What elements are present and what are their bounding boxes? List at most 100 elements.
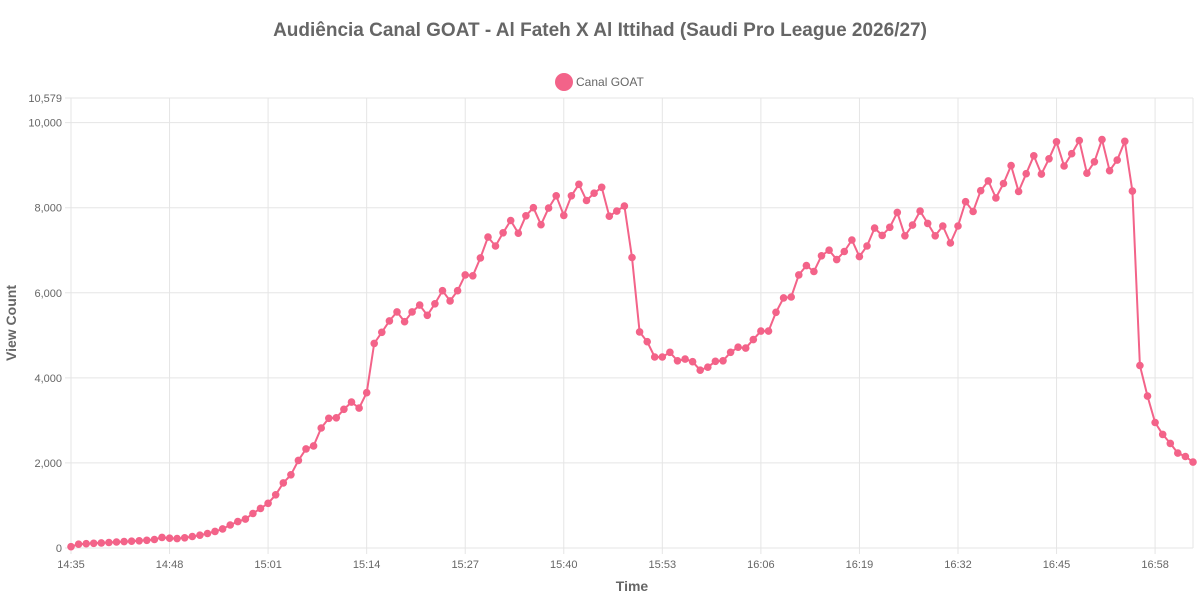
data-point[interactable] bbox=[74, 540, 83, 548]
data-point[interactable] bbox=[1067, 149, 1076, 158]
data-point[interactable] bbox=[696, 366, 704, 375]
data-point[interactable] bbox=[635, 328, 644, 336]
data-point[interactable] bbox=[218, 525, 227, 533]
data-point[interactable] bbox=[688, 357, 697, 366]
data-point[interactable] bbox=[734, 343, 742, 352]
data-point[interactable] bbox=[1136, 361, 1144, 370]
data-point[interactable] bbox=[597, 183, 606, 192]
data-point[interactable] bbox=[741, 344, 750, 352]
data-point[interactable] bbox=[863, 242, 871, 250]
data-point[interactable] bbox=[969, 207, 977, 216]
data-point[interactable] bbox=[1098, 135, 1106, 144]
data-point[interactable] bbox=[370, 339, 379, 348]
data-point[interactable] bbox=[931, 232, 939, 240]
data-point[interactable] bbox=[537, 220, 545, 229]
data-point[interactable] bbox=[946, 239, 955, 247]
data-point[interactable] bbox=[825, 246, 833, 254]
data-point[interactable] bbox=[438, 286, 447, 295]
data-point[interactable] bbox=[992, 194, 1000, 202]
data-point[interactable] bbox=[256, 504, 265, 513]
data-point[interactable] bbox=[1060, 162, 1068, 170]
data-point[interactable] bbox=[241, 515, 250, 523]
data-point[interactable] bbox=[658, 353, 667, 361]
data-point[interactable] bbox=[840, 247, 849, 256]
data-point[interactable] bbox=[271, 491, 280, 499]
data-point[interactable] bbox=[393, 308, 401, 316]
data-point[interactable] bbox=[757, 327, 765, 335]
data-point[interactable] bbox=[499, 229, 507, 237]
data-point[interactable] bbox=[453, 286, 462, 295]
data-point[interactable] bbox=[415, 301, 424, 309]
data-point[interactable] bbox=[923, 219, 932, 228]
data-point[interactable] bbox=[666, 348, 674, 357]
data-point[interactable] bbox=[613, 207, 621, 215]
data-point[interactable] bbox=[234, 517, 242, 526]
data-point[interactable] bbox=[1158, 430, 1167, 439]
data-point[interactable] bbox=[317, 424, 326, 432]
data-point[interactable] bbox=[1151, 418, 1159, 427]
data-point[interactable] bbox=[628, 253, 636, 262]
data-point[interactable] bbox=[529, 203, 538, 212]
data-point[interactable] bbox=[143, 536, 151, 545]
data-point[interactable] bbox=[378, 328, 386, 337]
data-point[interactable] bbox=[491, 242, 500, 250]
data-point[interactable] bbox=[1166, 439, 1175, 448]
data-point[interactable] bbox=[325, 414, 333, 423]
data-point[interactable] bbox=[1105, 166, 1114, 175]
data-point[interactable] bbox=[726, 348, 735, 357]
data-point[interactable] bbox=[560, 211, 568, 220]
data-point[interactable] bbox=[1143, 392, 1152, 400]
data-point[interactable] bbox=[795, 271, 803, 279]
data-point[interactable] bbox=[461, 271, 470, 279]
data-point[interactable] bbox=[999, 179, 1008, 188]
data-point[interactable] bbox=[226, 521, 234, 529]
data-point[interactable] bbox=[400, 317, 409, 326]
data-point[interactable] bbox=[249, 509, 257, 518]
data-point[interactable] bbox=[575, 180, 583, 189]
data-point[interactable] bbox=[704, 363, 712, 372]
data-point[interactable] bbox=[567, 192, 576, 200]
data-point[interactable] bbox=[340, 405, 348, 414]
data-point[interactable] bbox=[984, 177, 993, 185]
data-point[interactable] bbox=[347, 398, 356, 406]
data-point[interactable] bbox=[309, 442, 318, 450]
data-point[interactable] bbox=[203, 529, 212, 538]
data-point[interactable] bbox=[302, 445, 310, 453]
legend[interactable]: Canal GOAT bbox=[555, 73, 644, 91]
data-point[interactable] bbox=[810, 267, 818, 276]
data-point[interactable] bbox=[82, 539, 90, 548]
data-point[interactable] bbox=[385, 317, 394, 325]
data-point[interactable] bbox=[408, 308, 416, 316]
data-point[interactable] bbox=[135, 537, 143, 545]
data-point[interactable] bbox=[105, 538, 113, 547]
data-point[interactable] bbox=[180, 534, 189, 542]
data-point[interactable] bbox=[643, 337, 651, 346]
data-point[interactable] bbox=[1030, 152, 1038, 160]
data-point[interactable] bbox=[469, 272, 477, 280]
data-point[interactable] bbox=[120, 537, 128, 546]
data-point[interactable] bbox=[620, 202, 629, 210]
data-point[interactable] bbox=[1128, 187, 1137, 195]
data-point[interactable] bbox=[749, 335, 758, 344]
data-point[interactable] bbox=[264, 499, 272, 508]
data-point[interactable] bbox=[878, 231, 886, 240]
data-point[interactable] bbox=[855, 252, 864, 261]
data-point[interactable] bbox=[1007, 161, 1015, 170]
data-point[interactable] bbox=[681, 355, 689, 363]
data-point[interactable] bbox=[772, 308, 780, 317]
data-point[interactable] bbox=[355, 404, 363, 412]
data-point[interactable] bbox=[582, 196, 591, 205]
data-point[interactable] bbox=[332, 414, 341, 422]
data-point[interactable] bbox=[522, 212, 530, 220]
data-point[interactable] bbox=[97, 539, 106, 547]
data-point[interactable] bbox=[476, 254, 485, 262]
data-point[interactable] bbox=[1022, 169, 1030, 178]
data-point[interactable] bbox=[446, 297, 454, 305]
data-point[interactable] bbox=[961, 197, 970, 206]
data-point[interactable] bbox=[590, 189, 598, 197]
data-point[interactable] bbox=[870, 224, 879, 232]
data-point[interactable] bbox=[294, 456, 303, 465]
data-point[interactable] bbox=[886, 223, 894, 232]
data-point[interactable] bbox=[67, 542, 75, 551]
data-point[interactable] bbox=[779, 294, 788, 302]
